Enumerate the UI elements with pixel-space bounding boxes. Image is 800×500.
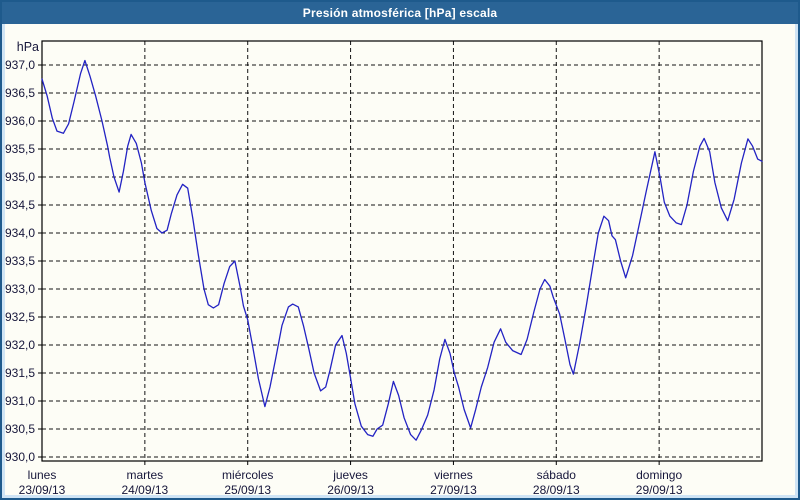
x-day-label: sábado	[537, 468, 577, 482]
y-tick-label: 935,5	[5, 142, 35, 156]
x-date-label: 29/09/13	[636, 483, 683, 497]
y-tick-label: 935,0	[5, 170, 35, 184]
y-tick-label: 932,0	[5, 338, 35, 352]
y-tick-label: 934,0	[5, 226, 35, 240]
x-day-label: martes	[127, 468, 164, 482]
y-tick-label: 933,5	[5, 254, 35, 268]
y-tick-label: 933,0	[5, 282, 35, 296]
y-tick-label: 931,0	[5, 394, 35, 408]
y-tick-label: 930,5	[5, 422, 35, 436]
x-date-label: 24/09/13	[121, 483, 168, 497]
window-title: Presión atmosférica [hPa] escala	[302, 6, 498, 20]
x-date-label: 23/09/13	[19, 483, 66, 497]
x-date-label: 26/09/13	[327, 483, 374, 497]
y-tick-label: 936,5	[5, 86, 35, 100]
x-day-label: domingo	[636, 468, 682, 482]
x-date-label: 25/09/13	[224, 483, 271, 497]
x-day-label: miércoles	[222, 468, 273, 482]
title-bar: Presión atmosférica [hPa] escala	[2, 2, 798, 24]
y-tick-label: 930,0	[5, 450, 35, 464]
x-date-label: 28/09/13	[533, 483, 580, 497]
x-day-label: viernes	[434, 468, 473, 482]
y-tick-label: 934,5	[5, 198, 35, 212]
x-day-label: lunes	[28, 468, 57, 482]
plot-border	[41, 40, 763, 462]
y-tick-label: 932,5	[5, 310, 35, 324]
y-tick-label: 937,0	[5, 58, 35, 72]
x-date-label: 27/09/13	[430, 483, 477, 497]
x-day-label: jueves	[332, 468, 368, 482]
pressure-line	[41, 59, 763, 441]
y-tick-label: 936,0	[5, 114, 35, 128]
y-axis-unit-label: hPa	[17, 40, 39, 54]
y-tick-label: 931,5	[5, 366, 35, 380]
